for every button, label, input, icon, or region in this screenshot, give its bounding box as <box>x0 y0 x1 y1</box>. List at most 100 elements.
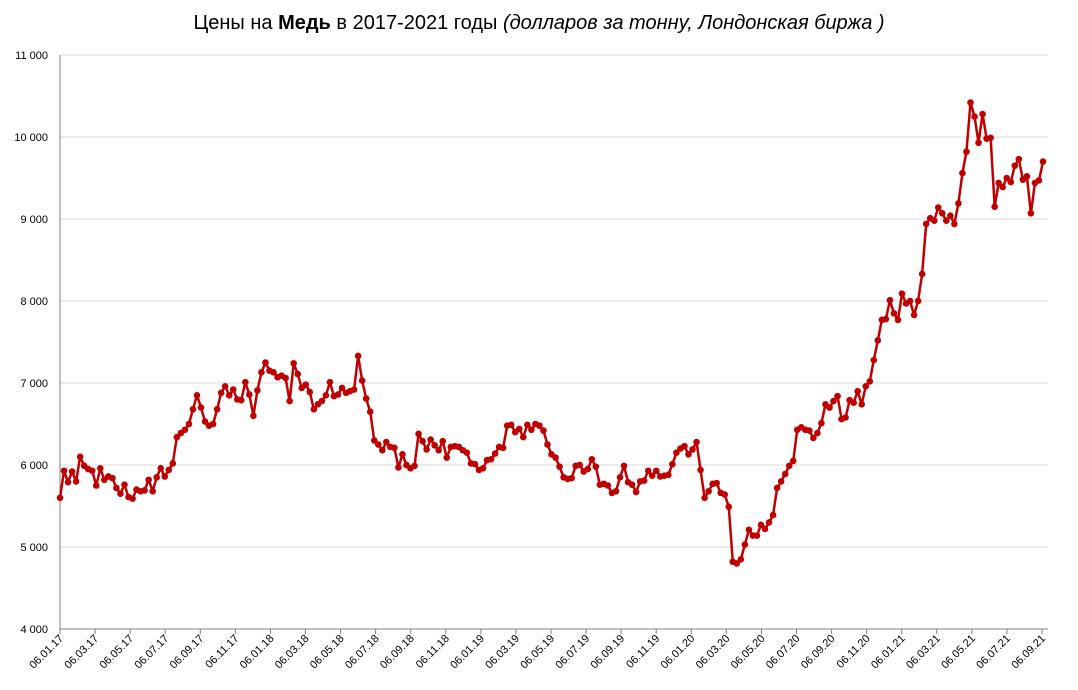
data-point <box>113 484 120 492</box>
data-point <box>153 474 160 481</box>
data-point <box>173 433 181 441</box>
data-point <box>536 422 543 429</box>
data-point <box>967 99 974 106</box>
x-tick-label: 06.07.21 <box>974 633 1013 672</box>
data-point <box>72 478 80 485</box>
data-point <box>237 396 245 404</box>
data-point <box>217 389 225 397</box>
data-point <box>282 374 289 382</box>
data-point <box>246 391 253 398</box>
data-point <box>777 478 785 485</box>
x-tick-label: 06.07.19 <box>553 633 592 672</box>
data-point <box>1003 174 1011 182</box>
x-tick-label: 06.11.19 <box>624 633 662 671</box>
data-point <box>1015 155 1023 163</box>
data-point <box>934 204 942 211</box>
y-tick-label: 7 000 <box>20 378 48 390</box>
x-tick-label: 06.03.18 <box>273 633 312 672</box>
x-tick-label: 06.07.17 <box>133 633 172 672</box>
data-point <box>906 297 914 305</box>
data-point <box>423 446 430 453</box>
data-point <box>290 360 297 367</box>
data-point <box>930 217 938 224</box>
data-point <box>975 139 982 147</box>
data-point <box>221 382 229 390</box>
data-point <box>262 359 269 366</box>
data-point <box>322 392 330 399</box>
data-point <box>874 337 882 344</box>
data-point <box>652 467 660 475</box>
data-point <box>350 386 358 393</box>
data-point <box>96 464 104 472</box>
data-point <box>193 392 201 399</box>
data-point <box>1039 158 1047 165</box>
data-point <box>181 426 189 434</box>
data-point <box>515 425 523 433</box>
data-point <box>854 387 861 395</box>
data-point <box>697 466 704 474</box>
data-point <box>644 467 652 475</box>
data-point <box>733 560 741 567</box>
data-point <box>588 455 596 463</box>
data-point <box>302 381 310 388</box>
data-point <box>995 179 1002 187</box>
data-point <box>310 405 318 413</box>
data-point <box>556 463 563 470</box>
y-tick-labels: 4 000 5 000 6 000 7 000 8 000 9 000 10 000 11 0… <box>14 50 48 636</box>
x-tick-label: 06.03.19 <box>483 633 522 672</box>
data-point <box>362 395 370 402</box>
data-point <box>439 437 447 445</box>
data-point <box>354 352 362 360</box>
data-point <box>1023 173 1031 180</box>
data-point <box>60 467 68 475</box>
x-tick-label: 06.01.18 <box>238 633 277 672</box>
data-point <box>435 446 443 454</box>
data-point <box>850 399 857 406</box>
data-point <box>383 438 390 446</box>
data-point <box>773 484 781 492</box>
data-point <box>963 148 970 156</box>
data-point <box>826 404 833 411</box>
data-point <box>544 441 551 448</box>
data-point <box>242 378 249 386</box>
x-tick-label: 06.03.17 <box>62 633 101 672</box>
data-point <box>810 434 817 442</box>
data-point <box>922 220 930 228</box>
data-point <box>225 392 233 399</box>
data-point <box>894 316 902 324</box>
data-point <box>769 511 777 519</box>
data-point <box>499 444 507 452</box>
data-point <box>334 391 342 398</box>
series-price <box>56 99 1047 567</box>
x-tick-label: 06.05.20 <box>729 633 768 672</box>
data-point <box>552 454 559 461</box>
data-point <box>681 442 688 450</box>
data-point <box>612 487 620 495</box>
x-tick-label: 06.03.21 <box>904 633 943 672</box>
data-point <box>318 397 326 405</box>
data-point <box>713 479 720 487</box>
data-point <box>632 488 640 496</box>
data-point <box>947 212 954 220</box>
data-point <box>959 169 966 177</box>
x-tick-label: 06.01.21 <box>869 633 908 672</box>
data-point <box>411 462 418 470</box>
data-point <box>524 421 531 429</box>
data-point <box>520 433 527 441</box>
x-tick-label: 06.11.20 <box>835 633 873 671</box>
data-point <box>64 478 72 486</box>
y-tick-label: 11 000 <box>15 50 48 62</box>
axes <box>59 55 1048 634</box>
data-point <box>721 491 729 498</box>
data-point <box>395 464 402 471</box>
data-point <box>886 296 894 304</box>
data-point <box>987 134 994 142</box>
data-point <box>741 541 749 548</box>
data-point <box>665 471 672 479</box>
data-point <box>814 429 821 437</box>
data-point <box>419 437 426 445</box>
data-point <box>169 460 177 467</box>
data-point <box>254 387 261 394</box>
x-tick-label: 06.03.20 <box>694 633 733 672</box>
